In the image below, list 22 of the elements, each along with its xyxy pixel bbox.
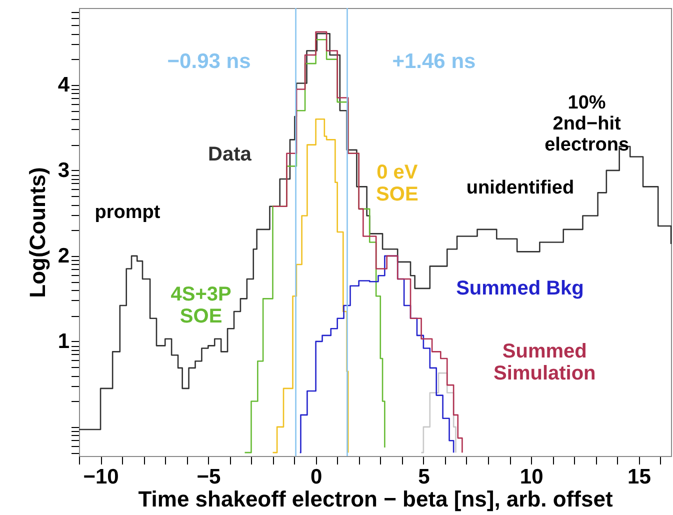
x-tick-label: 10 — [520, 466, 544, 488]
x-tick-label: −10 — [83, 466, 119, 488]
annotation: 10% 2nd−hit electrons — [544, 92, 630, 156]
x-axis-title: Time shakeoff electron − beta [ns], arb. offset — [138, 486, 614, 512]
x-tick-label: 0 — [310, 466, 322, 488]
y-tick-label: 2 — [58, 244, 70, 268]
x-tick-label: 15 — [628, 466, 652, 488]
series-label: 0 eV SOE — [376, 161, 418, 206]
series-label: 4S+3P SOE — [170, 284, 232, 328]
series-label: Summed Simulation — [494, 340, 596, 385]
text: Summed Bkg — [456, 277, 584, 300]
x-tick-label: 5 — [418, 466, 430, 488]
series-label: Data — [208, 143, 252, 166]
y-tick-label: 4 — [58, 73, 70, 96]
annotation: prompt — [94, 202, 161, 223]
x-tick-label: −5 — [196, 466, 221, 488]
ref-line-label: +1.46 ns — [392, 50, 476, 73]
y-tick-label: 3 — [58, 158, 70, 182]
annotation: unidentified — [466, 177, 574, 198]
y-tick-label: 1 — [58, 330, 70, 353]
y-axis-title: Log(Counts) — [24, 167, 50, 298]
ref-line-label: −0.93 ns — [167, 50, 251, 73]
